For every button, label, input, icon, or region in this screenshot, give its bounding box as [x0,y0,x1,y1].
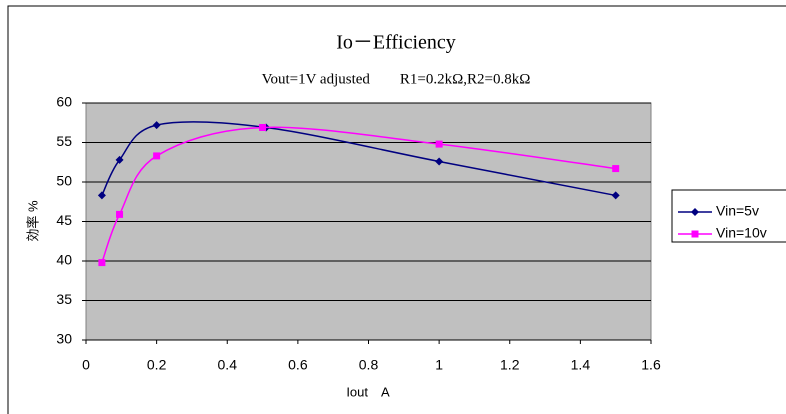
y-axis-label: 効率 % [25,200,40,242]
y-tick-label: 30 [56,331,72,347]
marker [691,230,699,238]
marker [259,123,267,131]
marker [152,121,161,130]
marker [97,191,106,200]
x-tick-label: 0.8 [359,357,379,373]
marker [691,208,699,216]
x-tick-label: 1.4 [571,357,591,373]
marker [435,157,444,166]
y-tick-label: 45 [56,212,72,228]
legend-label: Vin=10v [716,225,767,241]
y-tick-label: 50 [56,173,72,189]
x-tick-label: 1.6 [641,357,661,373]
marker [435,140,443,148]
x-tick-label: 1 [435,357,443,373]
legend-label: Vin=5v [716,203,759,219]
x-tick-label: 0.4 [218,357,238,373]
chart-title: Io－Efficiency [336,32,456,54]
y-tick-label: 55 [56,133,72,149]
marker [115,155,124,164]
marker [116,210,124,218]
x-tick-label: 1.2 [500,357,520,373]
y-tick-label: 60 [56,94,72,110]
y-tick-label: 40 [56,252,72,268]
marker [153,152,161,160]
x-tick-label: 0 [82,357,90,373]
x-tick-label: 0.6 [288,357,308,373]
marker [612,165,620,173]
y-tick-label: 35 [56,291,72,307]
x-axis-label: Iout A [346,384,390,399]
x-tick-label: 0.2 [147,357,167,373]
marker [611,191,620,200]
chart-subtitle: Vout=1V adjusted R1=0.2kΩ,R2=0.8kΩ [262,71,531,87]
marker [98,259,106,267]
